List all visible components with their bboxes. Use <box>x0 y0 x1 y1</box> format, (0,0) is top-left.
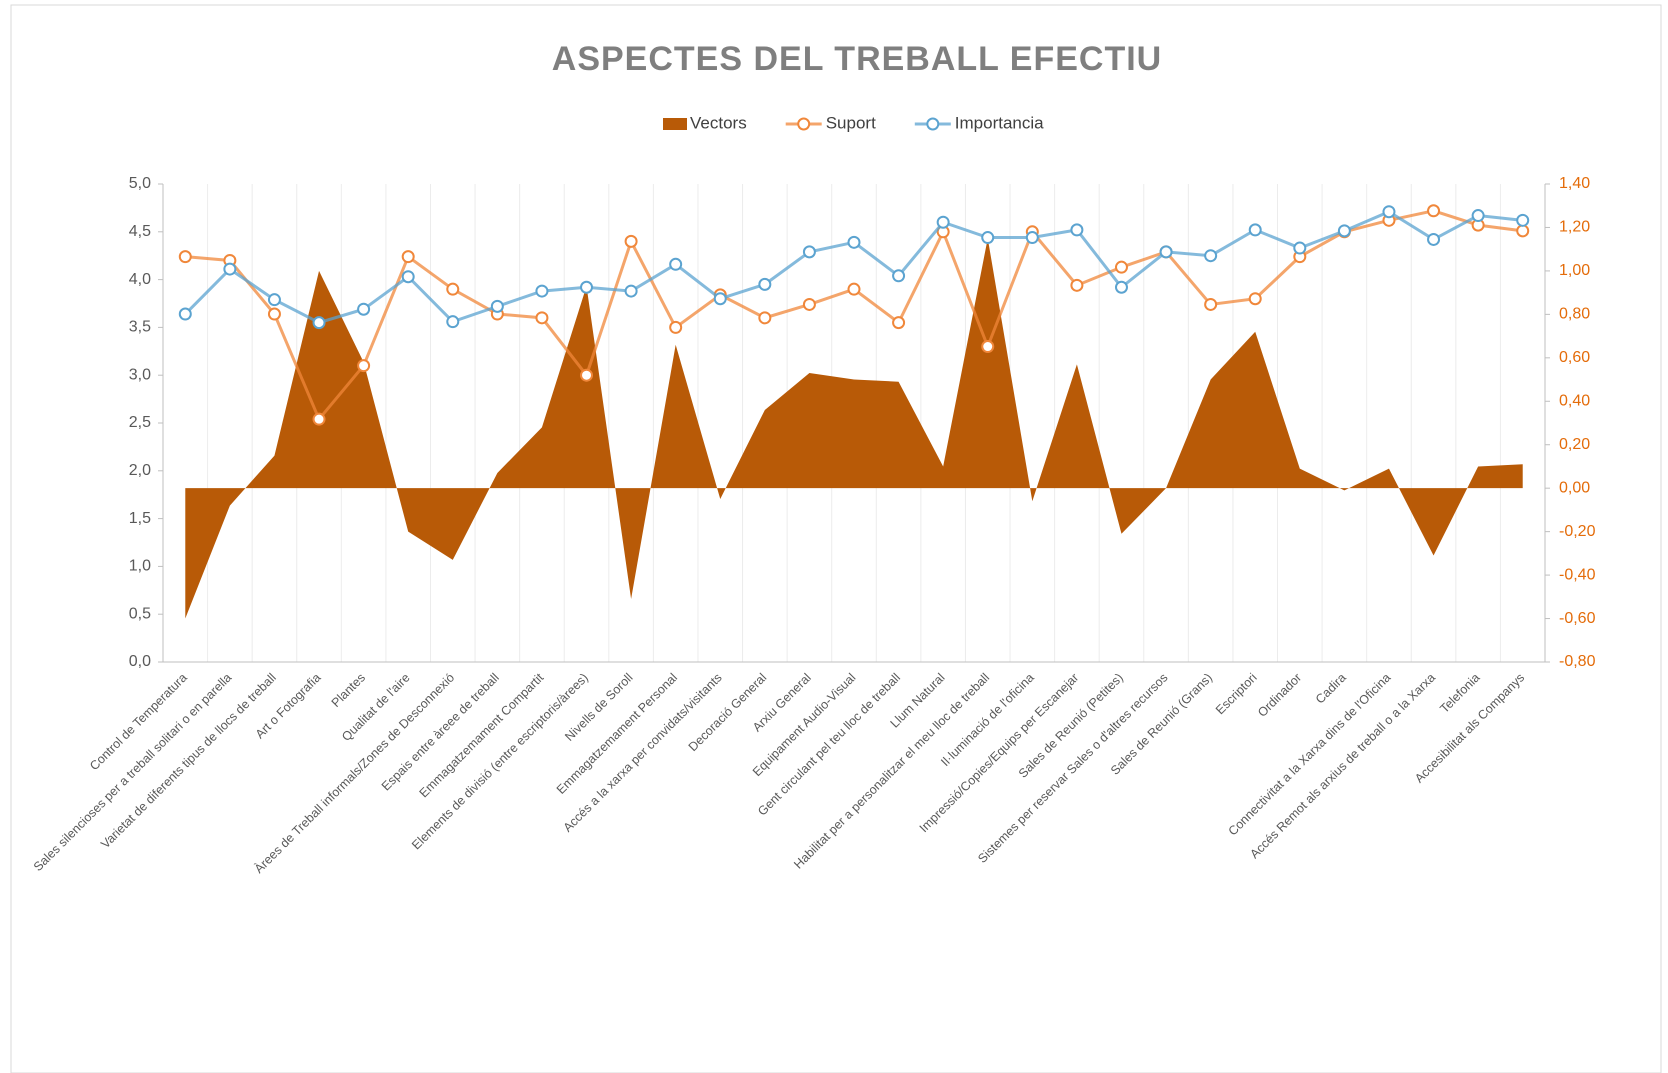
y-tick-label: 2,5 <box>129 414 151 431</box>
y2-tick-label: 0,40 <box>1559 392 1590 409</box>
marker <box>1471 209 1485 223</box>
marker <box>713 292 727 306</box>
y-tick-label: 2,0 <box>129 462 151 479</box>
marker <box>981 340 995 354</box>
marker <box>401 270 415 284</box>
marker <box>580 368 594 382</box>
marker <box>847 282 861 296</box>
marker <box>892 269 906 283</box>
marker <box>802 297 816 311</box>
marker <box>1293 241 1307 255</box>
y2-tick-label: 1,40 <box>1559 175 1590 192</box>
marker <box>936 215 950 229</box>
marker <box>312 316 326 330</box>
legend-label: Importancia <box>955 113 1044 132</box>
y2-tick-label: 1,00 <box>1559 262 1590 279</box>
y2-tick-label: 0,20 <box>1559 436 1590 453</box>
y-tick-label: 4,0 <box>129 271 151 288</box>
marker <box>758 311 772 325</box>
y2-tick-label: -0,80 <box>1559 653 1596 670</box>
marker <box>1114 280 1128 294</box>
marker <box>847 235 861 249</box>
marker <box>669 257 683 271</box>
y2-tick-label: 0,60 <box>1559 349 1590 366</box>
marker <box>981 231 995 245</box>
y2-tick-label: 0,80 <box>1559 306 1590 323</box>
marker <box>1204 297 1218 311</box>
y-tick-label: 5,0 <box>129 175 151 192</box>
y2-tick-label: -0,60 <box>1559 610 1596 627</box>
y-tick-label: 1,0 <box>129 558 151 575</box>
marker <box>1427 232 1441 246</box>
marker <box>669 320 683 334</box>
y-tick-label: 4,5 <box>129 223 151 240</box>
marker <box>1025 231 1039 245</box>
marker <box>401 250 415 264</box>
marker <box>892 316 906 330</box>
marker <box>758 277 772 291</box>
marker <box>490 299 504 313</box>
y-tick-label: 1,5 <box>129 510 151 527</box>
marker <box>178 250 192 264</box>
marker <box>446 282 460 296</box>
legend-marker <box>797 117 811 131</box>
marker <box>357 302 371 316</box>
area <box>185 238 1523 619</box>
marker <box>1516 213 1530 227</box>
marker <box>267 293 281 307</box>
legend-swatch <box>663 118 687 130</box>
marker <box>1427 204 1441 218</box>
chart-frame <box>10 4 1662 1073</box>
y-tick-label: 0,5 <box>129 605 151 622</box>
marker <box>1070 223 1084 237</box>
y-tick-label: 3,0 <box>129 366 151 383</box>
marker <box>1382 205 1396 219</box>
y2-tick-label: 1,20 <box>1559 219 1590 236</box>
marker <box>624 284 638 298</box>
marker <box>267 307 281 321</box>
y2-tick-label: -0,20 <box>1559 523 1596 540</box>
y-tick-label: 0,0 <box>129 653 151 670</box>
marker <box>580 280 594 294</box>
marker <box>535 284 549 298</box>
y2-tick-label: 0,00 <box>1559 479 1590 496</box>
legend-label: Vectors <box>690 113 747 132</box>
marker <box>1070 278 1084 292</box>
marker <box>312 412 326 426</box>
marker <box>624 234 638 248</box>
y2-tick-label: -0,40 <box>1559 566 1596 583</box>
marker <box>223 262 237 276</box>
legend-label: Suport <box>826 113 876 132</box>
marker <box>535 311 549 325</box>
chart-title: ASPECTES DEL TREBALL EFECTIU <box>552 40 1162 78</box>
marker <box>1516 224 1530 238</box>
marker <box>1114 260 1128 274</box>
marker <box>802 245 816 259</box>
legend-marker <box>926 117 940 131</box>
marker <box>1248 292 1262 306</box>
marker <box>446 315 460 329</box>
y-tick-label: 3,5 <box>129 319 151 336</box>
marker <box>1159 245 1173 259</box>
marker <box>178 307 192 321</box>
marker <box>1248 223 1262 237</box>
marker <box>1204 249 1218 263</box>
marker <box>1337 224 1351 238</box>
marker <box>357 359 371 373</box>
